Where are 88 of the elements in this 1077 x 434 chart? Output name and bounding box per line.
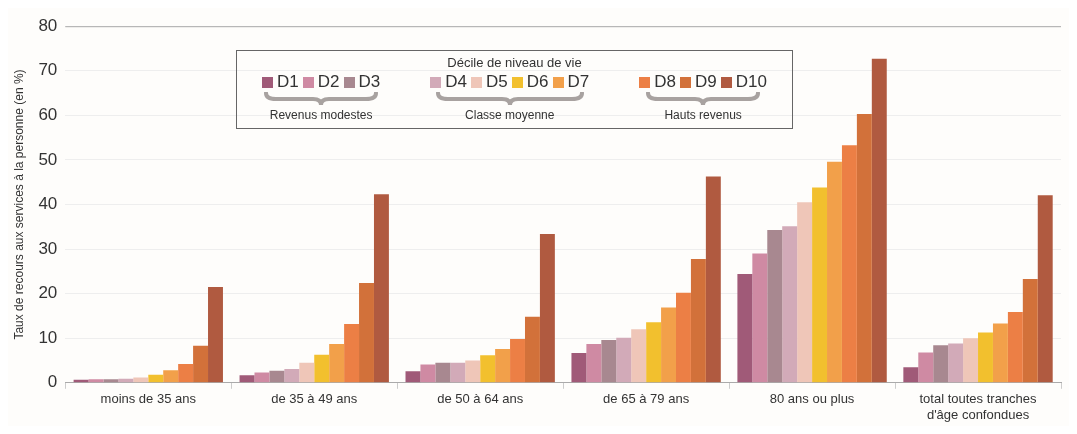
x-tick-label: de 50 à 64 ans [437, 391, 524, 407]
bar [420, 364, 436, 383]
y-tick-label: 70 [38, 60, 58, 80]
bar [856, 114, 872, 383]
bar [299, 362, 315, 383]
bar [797, 202, 813, 383]
bar [933, 345, 949, 383]
annotation: Hauts revenus [664, 108, 742, 122]
bar [344, 323, 360, 383]
bar [148, 374, 164, 383]
bar [239, 375, 255, 383]
bar [918, 352, 934, 383]
bar [465, 360, 481, 383]
y-axis-title: Taux de recours aux services à la personne (en %) [11, 69, 26, 340]
y-tick-label: 30 [38, 238, 58, 258]
bar [269, 370, 285, 383]
bar [690, 258, 706, 383]
bar [782, 226, 798, 383]
legend-label: D10 [735, 72, 767, 92]
x-tick-label: de 35 à 49 ans [271, 391, 358, 407]
bar [948, 343, 964, 383]
bar [871, 58, 887, 383]
bar [1022, 278, 1038, 383]
x-tick-label: 80 ans ou plus [769, 391, 855, 407]
bar [103, 379, 119, 383]
bar [178, 364, 194, 383]
y-tick-label: 0 [47, 372, 58, 392]
bar [1037, 195, 1053, 383]
legend-label: D3 [358, 72, 381, 92]
y-tick-label: 60 [38, 105, 58, 125]
bar [314, 354, 330, 383]
legend-label: D5 [486, 72, 508, 92]
bar [963, 338, 979, 383]
bar [992, 323, 1008, 383]
bar [631, 329, 647, 383]
bar [359, 282, 374, 383]
bar [767, 229, 783, 383]
bar [208, 286, 223, 383]
x-tick-label: moins de 35 ans [100, 391, 197, 407]
bar [435, 362, 451, 383]
annotation: Classe moyenne [465, 108, 555, 122]
bar [661, 307, 676, 383]
bar [586, 344, 602, 383]
legend-label: D6 [526, 72, 549, 92]
bar [616, 337, 632, 383]
bar [510, 339, 525, 383]
y-tick-label: 50 [38, 149, 58, 169]
legend-label: D9 [695, 72, 717, 92]
bar [539, 233, 555, 383]
bar [480, 355, 496, 383]
legend-label: D8 [654, 72, 677, 92]
bar [827, 161, 842, 383]
bar [254, 372, 270, 383]
bar [676, 292, 691, 383]
bar [193, 345, 209, 383]
bar [571, 352, 587, 383]
bar [284, 368, 300, 383]
bar [705, 176, 721, 383]
bar [373, 194, 389, 383]
x-tick-label: de 65 à 79 ans [603, 391, 690, 407]
bar [405, 371, 421, 383]
bar [524, 316, 540, 383]
bar [495, 348, 511, 383]
bar [903, 367, 919, 383]
legend-label: D7 [567, 72, 590, 92]
bar [163, 370, 179, 383]
legend-label: D2 [317, 72, 340, 92]
legend-label: D1 [277, 72, 299, 92]
bar [752, 253, 768, 383]
bar [1007, 311, 1023, 383]
y-tick-label: 40 [38, 194, 58, 214]
legend-title: Décile de niveau de vie [446, 55, 583, 70]
y-tick-label: 80 [38, 15, 58, 35]
y-tick-label: 10 [38, 327, 58, 347]
bar [812, 187, 828, 383]
bar [133, 377, 149, 383]
x-tick-label: total toutes tranches d'âge confondues [919, 391, 1038, 422]
bar [646, 322, 662, 383]
annotation: Revenus modestes [269, 108, 373, 122]
bar [978, 332, 993, 383]
bar [601, 340, 617, 383]
legend-label: D4 [445, 72, 468, 92]
bar [329, 344, 345, 383]
y-tick-label: 20 [38, 283, 58, 303]
bar [737, 274, 753, 383]
bar [841, 145, 857, 383]
bar [450, 362, 466, 383]
bar [88, 379, 104, 383]
